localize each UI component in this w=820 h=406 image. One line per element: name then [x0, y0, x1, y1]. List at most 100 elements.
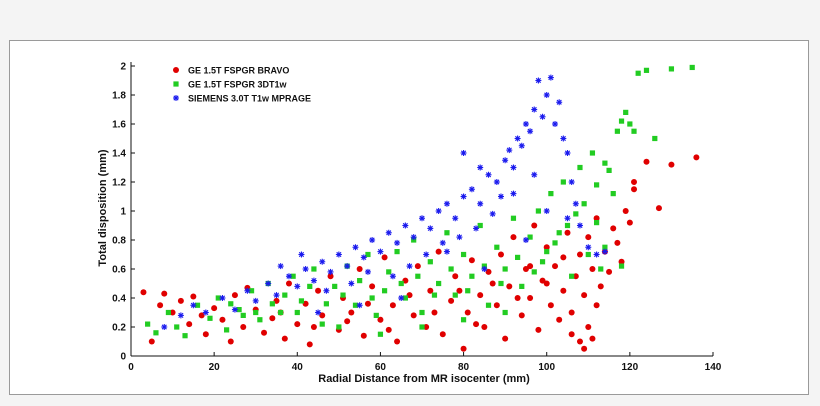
data-point: [153, 330, 159, 336]
data-point: [257, 317, 263, 323]
data-point: [427, 225, 434, 232]
data-point: [240, 312, 246, 318]
data-point: [585, 251, 591, 258]
data-point: [186, 321, 193, 328]
data-point: [323, 287, 330, 294]
data-point: [253, 309, 259, 316]
data-point: [564, 229, 571, 236]
data-point: [593, 215, 600, 222]
data-point: [307, 283, 313, 289]
plot-background: [96, 45, 724, 385]
data-point: [319, 258, 326, 265]
legend-label: GE 1.5T FSPGR 3DT1w: [188, 80, 288, 90]
data-point: [385, 229, 392, 236]
data-point: [527, 128, 534, 135]
data-point: [535, 77, 542, 84]
data-point: [572, 273, 579, 280]
data-point: [327, 273, 334, 280]
data-point: [510, 215, 517, 221]
data-point: [394, 338, 401, 345]
data-point: [610, 225, 617, 232]
data-point: [315, 309, 322, 316]
data-point: [477, 200, 484, 207]
data-point: [219, 295, 226, 301]
y-tick-label: 1: [120, 207, 126, 218]
data-point: [539, 113, 546, 120]
data-point: [140, 289, 147, 296]
data-point: [515, 254, 521, 260]
data-point: [294, 321, 301, 328]
series-group: [140, 154, 700, 352]
data-point: [344, 318, 351, 325]
data-point: [535, 208, 541, 214]
data-point: [485, 268, 492, 275]
data-point: [635, 70, 641, 76]
data-point: [564, 215, 571, 222]
data-point: [602, 244, 608, 250]
x-axis-label: Radial Distance from MR isocenter (mm): [318, 373, 530, 385]
data-point: [364, 268, 371, 275]
y-tick-label: 0.6: [112, 265, 126, 276]
data-point: [452, 292, 458, 298]
data-point: [310, 277, 317, 284]
data-point: [398, 295, 405, 301]
data-point: [190, 293, 197, 300]
data-point: [497, 251, 504, 258]
x-tick-label: 0: [128, 362, 134, 373]
data-point: [169, 309, 176, 316]
data-point: [572, 200, 579, 207]
data-point: [261, 329, 268, 336]
data-point: [431, 309, 438, 316]
data-point: [302, 300, 309, 307]
data-point: [228, 301, 234, 307]
data-point: [502, 266, 508, 272]
data-point: [423, 324, 430, 330]
series-group: [161, 74, 608, 330]
data-point: [443, 248, 450, 255]
data-point: [460, 251, 467, 258]
data-point: [177, 312, 184, 319]
data-point: [552, 240, 558, 246]
data-point: [439, 239, 446, 246]
data-point: [240, 324, 247, 330]
y-axis-label: Total disposition (mm): [97, 149, 109, 266]
series-group: [145, 64, 695, 339]
data-point: [514, 295, 521, 301]
data-point: [581, 201, 587, 207]
data-point: [522, 121, 529, 127]
data-point: [560, 287, 567, 294]
data-point: [481, 324, 488, 330]
data-point: [435, 208, 442, 214]
data-point: [502, 157, 509, 164]
data-point: [157, 302, 164, 309]
data-point: [336, 324, 342, 330]
x-tick-label: 80: [458, 362, 470, 373]
data-point: [556, 99, 563, 106]
data-point: [377, 248, 384, 255]
data-point: [543, 280, 550, 287]
data-point: [394, 249, 400, 255]
data-point: [294, 283, 301, 290]
data-point: [618, 118, 625, 124]
x-tick-label: 20: [209, 362, 221, 373]
data-point: [419, 309, 425, 316]
data-point: [576, 251, 583, 258]
data-point: [161, 324, 168, 330]
data-point: [174, 324, 180, 330]
data-point: [531, 269, 537, 275]
data-point: [585, 244, 592, 251]
data-point: [535, 326, 542, 333]
data-point: [577, 164, 583, 171]
data-point: [282, 292, 288, 298]
data-point: [548, 191, 554, 197]
data-point: [481, 266, 488, 272]
x-tick-label: 120: [622, 362, 639, 373]
data-point: [531, 222, 538, 229]
data-point: [269, 301, 275, 307]
data-point: [631, 128, 637, 134]
data-point: [344, 263, 351, 270]
data-point: [389, 273, 396, 280]
data-point: [381, 288, 388, 294]
data-point: [427, 287, 434, 294]
data-point: [556, 230, 562, 236]
